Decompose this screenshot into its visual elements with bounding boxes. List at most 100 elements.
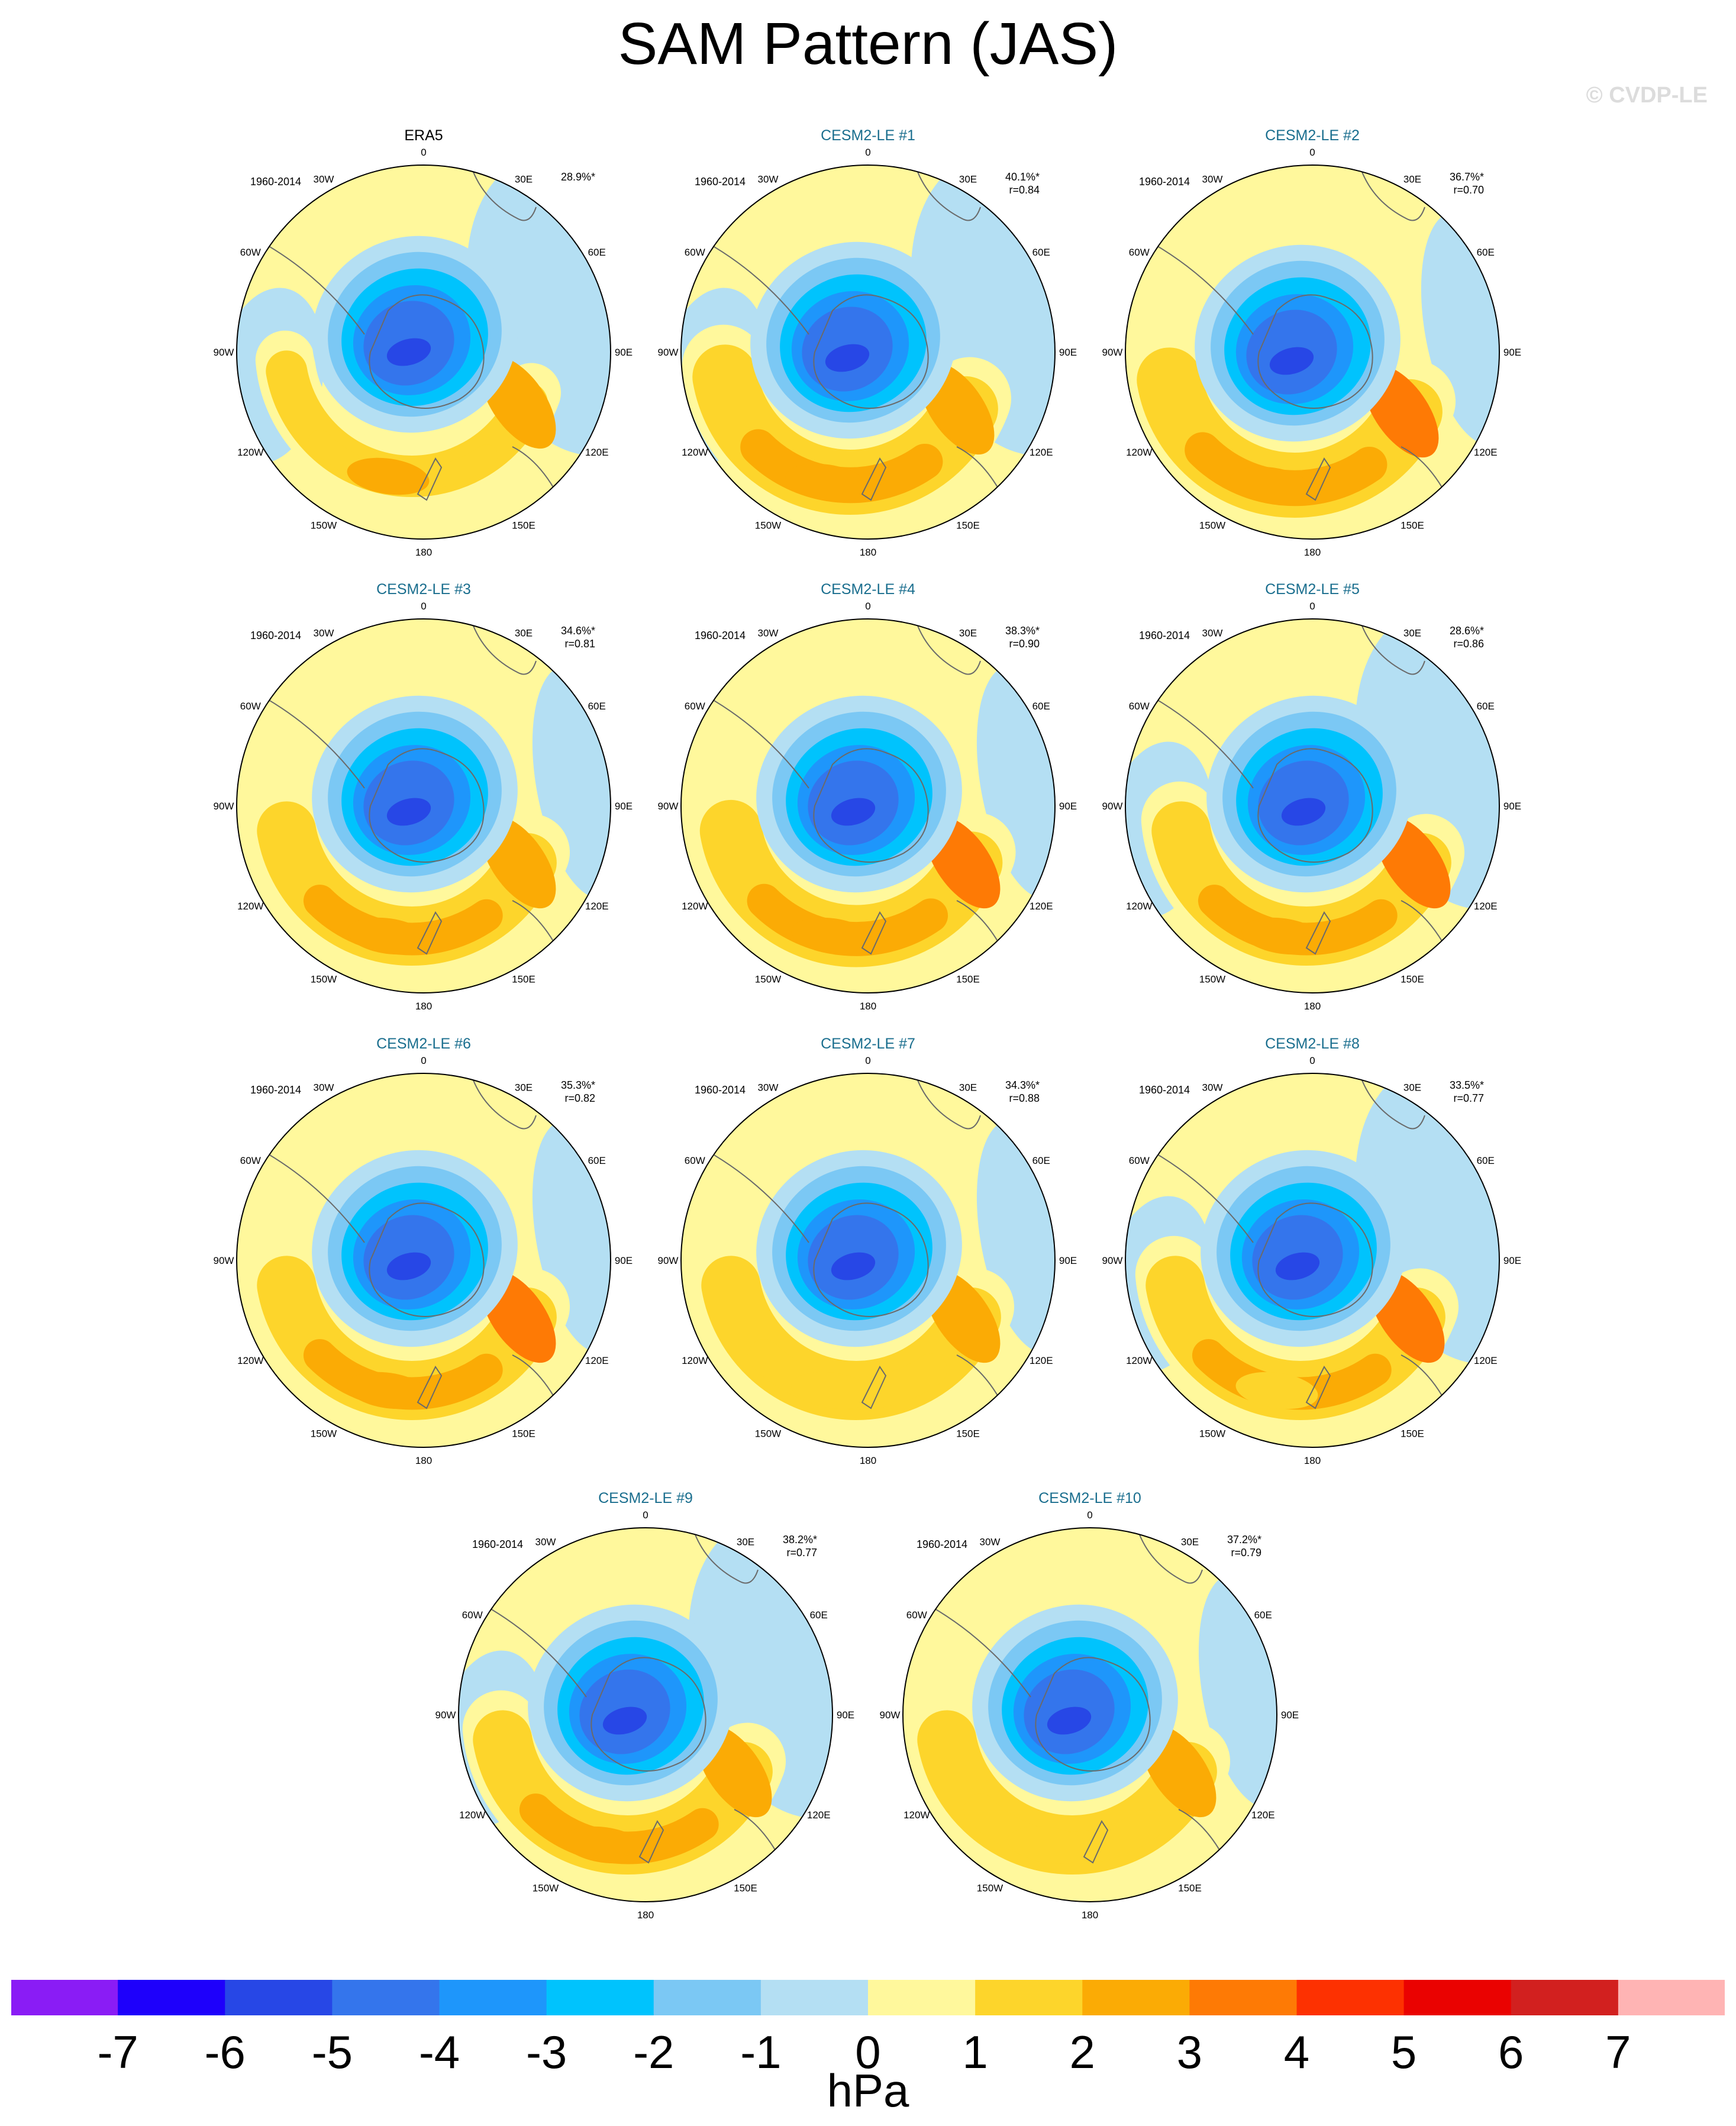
antarctica-outline xyxy=(1257,294,1373,409)
panel-pattern-correlation: r=0.88 xyxy=(1009,1092,1040,1104)
panel-title: CESM2-LE #2 xyxy=(1265,127,1360,144)
longitude-label: 90W xyxy=(880,1709,901,1721)
longitude-label: 0 xyxy=(1309,601,1315,612)
longitude-label: 30E xyxy=(515,627,533,638)
panel-period: 1960-2014 xyxy=(1139,1084,1190,1096)
polar-low-core xyxy=(602,1706,647,1735)
longitude-label: 180 xyxy=(1304,1455,1321,1466)
panel-period: 1960-2014 xyxy=(695,176,746,188)
sam-field xyxy=(459,1528,832,1902)
watermark: © CVDP-LE xyxy=(1586,83,1708,108)
colorbar-tick-label: 5 xyxy=(1391,2026,1416,2078)
longitude-label: 150W xyxy=(1199,974,1225,985)
longitude-label: 120W xyxy=(459,1809,485,1821)
colorbar-bin xyxy=(760,1979,869,2016)
figure-title: SAM Pattern (JAS) xyxy=(618,11,1118,77)
longitude-label: 150E xyxy=(512,974,535,985)
longitude-label: 30W xyxy=(1202,627,1223,638)
longitude-label: 30W xyxy=(758,1082,779,1093)
colorbar-bin xyxy=(653,1979,761,2016)
longitude-label: 0 xyxy=(421,1055,426,1066)
longitude-label: 180 xyxy=(637,1909,654,1921)
colorbar-bin xyxy=(868,1979,976,2016)
new-zealand-outline xyxy=(417,457,443,501)
longitude-label: 90E xyxy=(1059,801,1077,812)
panel-title: CESM2-LE #5 xyxy=(1265,581,1360,598)
longitude-label: 30W xyxy=(1202,1082,1223,1093)
longitude-label: 30W xyxy=(314,627,334,638)
longitude-label: 150W xyxy=(977,1883,1003,1894)
panel-variance-explained: 34.3%* xyxy=(1005,1079,1040,1091)
longitude-label: 120W xyxy=(237,447,263,458)
map-border xyxy=(1125,618,1500,993)
longitude-label: 150W xyxy=(755,1428,781,1440)
longitude-label: 90W xyxy=(214,347,234,358)
colorbar-bin xyxy=(11,1979,118,2016)
africa-outline xyxy=(915,1073,981,1130)
longitude-label: 150E xyxy=(1178,1883,1202,1894)
map-border xyxy=(680,164,1056,540)
longitude-label: 60E xyxy=(588,247,606,258)
colorbar-bin xyxy=(1403,1979,1512,2016)
map-border xyxy=(1125,1073,1500,1448)
panel: 0 30E 60E 90E 120E 150E 180 150W 120W 90W 60W 30W CE… xyxy=(1102,127,1522,558)
longitude-label: 120E xyxy=(1474,447,1498,458)
longitude-label: 90W xyxy=(1102,347,1123,358)
antarctica-outline xyxy=(369,294,485,409)
longitude-label: 30E xyxy=(515,1082,533,1093)
longitude-label: 90W xyxy=(658,801,679,812)
longitude-label: 30W xyxy=(980,1536,1001,1547)
panel-title: CESM2-LE #10 xyxy=(1038,1490,1141,1506)
antarctica-outline xyxy=(1257,748,1373,863)
longitude-label: 90E xyxy=(615,1255,633,1266)
longitude-label: 150W xyxy=(1199,1428,1225,1440)
panel: 0 30E 60E 90E 120E 150E 180 150W 120W 90W 60W 30W CE… xyxy=(658,581,1077,1012)
longitude-label: 180 xyxy=(1304,1001,1321,1012)
panel-title: CESM2-LE #1 xyxy=(821,127,915,144)
longitude-label: 120W xyxy=(1126,1355,1152,1366)
panel-title: ERA5 xyxy=(404,127,443,144)
panel-pattern-correlation: r=0.79 xyxy=(1231,1547,1261,1559)
longitude-label: 180 xyxy=(415,1001,432,1012)
longitude-label: 0 xyxy=(865,147,870,158)
africa-outline xyxy=(692,1528,759,1584)
antarctica-outline xyxy=(369,748,485,863)
longitude-label: 30W xyxy=(758,173,779,185)
longitude-label: 180 xyxy=(415,1455,432,1466)
longitude-label: 150E xyxy=(956,520,980,531)
longitude-label: 150E xyxy=(734,1883,757,1894)
longitude-label: 0 xyxy=(865,1055,870,1066)
longitude-label: 150E xyxy=(956,1428,980,1440)
panel-variance-explained: 37.2%* xyxy=(1227,1534,1261,1546)
longitude-label: 60W xyxy=(685,247,705,258)
panel-variance-explained: 40.1%* xyxy=(1005,171,1040,183)
longitude-label: 120W xyxy=(237,901,263,912)
panel-pattern-correlation: r=0.81 xyxy=(564,638,595,650)
sam-field xyxy=(1125,165,1499,539)
longitude-label: 90W xyxy=(1102,1255,1123,1266)
panel-pattern-correlation: r=0.77 xyxy=(1453,1092,1484,1104)
africa-outline xyxy=(470,165,537,221)
longitude-label: 150W xyxy=(533,1883,559,1894)
longitude-label: 30E xyxy=(959,173,977,185)
longitude-label: 30E xyxy=(515,173,533,185)
panel: 0 30E 60E 90E 120E 150E 180 150W 120W 90W 60W 30W CE… xyxy=(1102,581,1522,1012)
longitude-label: 0 xyxy=(1087,1509,1092,1521)
longitude-label: 90W xyxy=(214,801,234,812)
longitude-label: 60E xyxy=(588,701,606,712)
longitude-label: 150E xyxy=(512,1428,535,1440)
longitude-label: 60W xyxy=(240,1155,261,1166)
longitude-label: 150W xyxy=(311,1428,337,1440)
panel-pattern-correlation: r=0.70 xyxy=(1453,184,1484,196)
colorbar-frame xyxy=(10,1979,1726,2017)
africa-outline xyxy=(470,1073,537,1130)
panel-variance-explained: 34.6%* xyxy=(561,625,595,637)
colorbar-bin xyxy=(546,1979,654,2016)
new-zealand-outline xyxy=(638,1820,664,1864)
longitude-label: 90W xyxy=(658,347,679,358)
positive-peak xyxy=(1007,1826,1090,1864)
new-zealand-outline xyxy=(1305,911,1331,955)
colorbar-bin xyxy=(1296,1979,1405,2016)
panel-period: 1960-2014 xyxy=(1139,176,1190,188)
polar-low-core xyxy=(386,1252,431,1280)
